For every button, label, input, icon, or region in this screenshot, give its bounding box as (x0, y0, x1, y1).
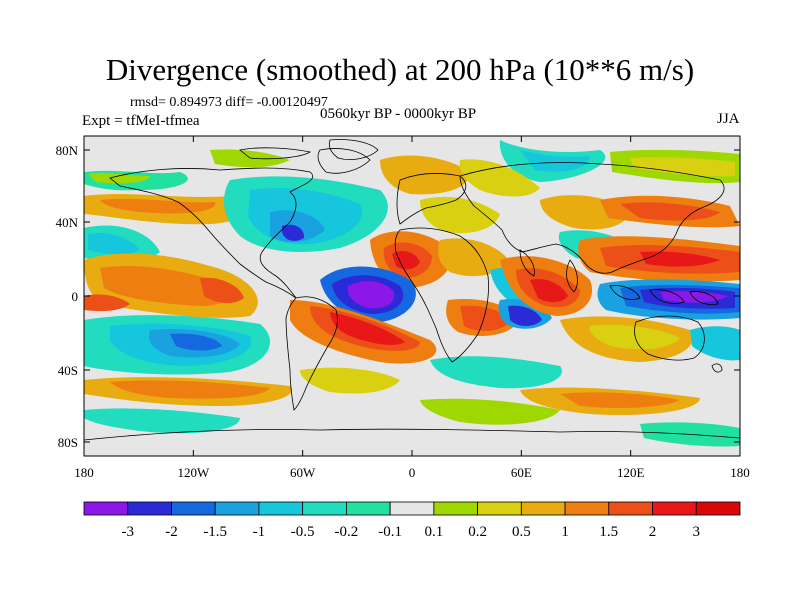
colorbar-label: -2 (165, 524, 178, 540)
lat-tick-label: 40N (56, 215, 79, 230)
lon-tick-label: 180 (730, 465, 750, 480)
colorbar-label: 3 (693, 524, 701, 540)
colorbar-swatch (214, 501, 260, 516)
colorbar-label: 1 (561, 524, 569, 540)
lon-tick-label: 120W (177, 465, 210, 480)
colorbar-swatch (652, 501, 697, 516)
colorbar-label: 0.1 (424, 524, 443, 540)
lon-tick-label: 180 (74, 465, 94, 480)
colorbar-swatch (171, 501, 216, 516)
colorbar-label: -1.5 (203, 524, 227, 540)
lat-tick-label: 40S (58, 363, 78, 378)
season-label: JJA (717, 111, 740, 127)
colorbar-label: 2 (649, 524, 657, 540)
colorbar-label: 0.2 (468, 524, 487, 540)
experiment-line: Expt = tfMeI-tfmea (82, 113, 200, 129)
colorbar: -3 -2 -1.5 -1 -0.5 -0.2 -0.1 0.1 0.2 0.5 1 1.5 2 3 (83, 501, 741, 540)
colorbar-swatch (345, 501, 391, 516)
lon-tick-label: 0 (409, 465, 416, 480)
colorbar-label: -3 (121, 524, 134, 540)
map-title: Divergence (smoothed) at 200 hPa (10**6 … (105, 52, 695, 87)
colorbar-swatch (477, 501, 522, 516)
colorbar-swatch (389, 501, 435, 516)
colorbar-swatch (302, 501, 347, 516)
colorbar-label: 1.5 (599, 524, 618, 540)
colorbar-label: -0.5 (291, 524, 315, 540)
colorbar-swatch (608, 501, 653, 516)
axis-ticks: 80N 40N 0 40S 80S 180 120W 60W 0 60E 120E 180 (56, 136, 750, 480)
colorbar-label: 0.5 (512, 524, 531, 540)
colorbar-swatch (127, 501, 172, 516)
coastlines (84, 139, 740, 441)
stats-line: rmsd= 0.894973 diff= -0.00120497 (130, 95, 328, 110)
colorbar-swatch (695, 501, 741, 516)
colorbar-label: -0.2 (335, 524, 359, 540)
period-line: 0560kyr BP - 0000kyr BP (320, 106, 477, 122)
colorbar-label: -0.1 (378, 524, 402, 540)
lat-tick-label: 80S (58, 435, 78, 450)
lon-tick-label: 60E (511, 465, 532, 480)
lon-tick-label: 60W (290, 465, 316, 480)
colorbar-swatch (433, 501, 479, 516)
colorbar-label: -1 (253, 524, 266, 540)
colorbar-swatch (520, 501, 566, 516)
colorbar-swatch (258, 501, 304, 516)
lat-tick-label: 0 (72, 289, 79, 304)
lon-tick-label: 120E (617, 465, 645, 480)
colorbar-swatch (564, 501, 610, 516)
divergence-field (84, 140, 740, 447)
lat-tick-label: 80N (56, 143, 79, 158)
colorbar-swatch (83, 501, 129, 516)
